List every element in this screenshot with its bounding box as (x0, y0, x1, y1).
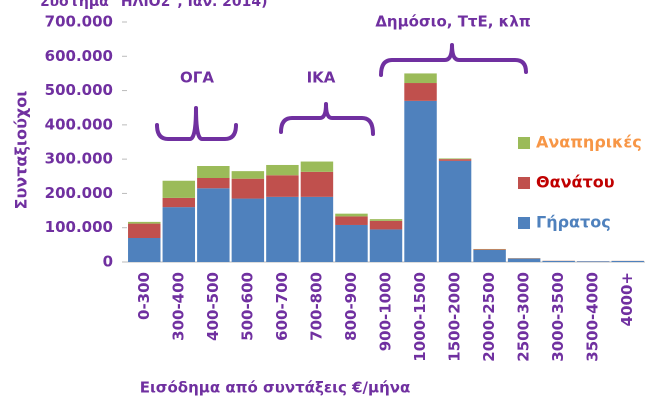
x-tick-label: 900-1000 (377, 272, 395, 351)
bar-segment (370, 221, 402, 230)
bar-segment (163, 207, 195, 262)
legend-swatch (518, 217, 530, 229)
x-tick-label: 2000-2500 (480, 272, 498, 362)
bar-segment (197, 188, 229, 262)
bar-segment (232, 171, 264, 179)
y-tick-label: 0 (103, 253, 113, 271)
annotation: Δημόσιο, ΤτΕ, κλπ (375, 13, 530, 31)
y-tick-label: 100.000 (45, 218, 113, 236)
bar-segment (439, 159, 471, 161)
x-tick-label: 1000-1500 (411, 272, 429, 362)
brace (281, 104, 373, 134)
annotation: ΙΚΑ (307, 69, 336, 87)
annotation: ΟΓΑ (180, 69, 214, 87)
bar-segment (335, 225, 367, 262)
x-tick-label: 3000-3500 (549, 272, 567, 362)
x-tick-label: 600-700 (273, 272, 291, 341)
bar-segment (542, 261, 574, 262)
legend-label: Θανάτου (536, 173, 615, 192)
bar-segment (404, 73, 436, 83)
bar-segment (232, 199, 264, 262)
chart-title: Σύστημα "ΗΛΙΟΣ", Ιαν. 2014) (40, 0, 268, 10)
bar-segment (301, 162, 333, 172)
y-tick-label: 700.000 (45, 13, 113, 31)
x-tick-label: 400-500 (204, 272, 222, 341)
bar-segment (197, 166, 229, 178)
x-tick-label: 700-800 (307, 272, 325, 341)
bar-segment (404, 101, 436, 262)
bar-segment (301, 172, 333, 197)
legend-swatch (518, 177, 530, 189)
bar-segment (128, 222, 160, 224)
bar-segment (128, 238, 160, 262)
legend-label: Γήρατος (536, 213, 611, 232)
bar-segment (266, 165, 298, 175)
x-tick-label: 0-300 (135, 272, 153, 320)
bar-segment (612, 261, 644, 262)
bar-segment (473, 249, 505, 250)
bar-segment (266, 197, 298, 262)
x-tick-label: 500-600 (238, 272, 256, 341)
y-tick-label: 400.000 (45, 115, 113, 133)
bar-segment (163, 181, 195, 198)
x-tick-label: 4000+ (618, 272, 636, 326)
bar-segment (473, 250, 505, 262)
bar-segment (439, 158, 471, 159)
bar-segment (370, 229, 402, 262)
bar-segment (439, 161, 471, 262)
bar-segment (163, 198, 195, 207)
bar-segment (577, 261, 609, 262)
x-tick-label: 300-400 (169, 272, 187, 341)
bar-segment (232, 179, 264, 199)
y-tick-label: 300.000 (45, 150, 113, 168)
bar-segment (370, 219, 402, 221)
legend-swatch (518, 137, 530, 149)
brace (157, 108, 236, 139)
brace (381, 45, 526, 75)
bar-segment (335, 214, 367, 217)
y-tick-label: 600.000 (45, 47, 113, 65)
legend-label: Αναπηρικές (536, 133, 642, 152)
bar-segment (128, 224, 160, 238)
x-tick-label: 3500-4000 (584, 272, 602, 362)
x-axis-label: Εισόδημα από συντάξεις €/μήνα (140, 379, 411, 397)
x-tick-label: 1500-2000 (446, 272, 464, 362)
bar-segment (266, 175, 298, 197)
y-axis-label: Συνταξιούχοι (12, 91, 31, 210)
x-tick-label: 800-900 (342, 272, 360, 341)
y-tick-label: 500.000 (45, 81, 113, 99)
y-tick-label: 200.000 (45, 184, 113, 202)
bar-segment (301, 197, 333, 262)
bar-segment (404, 83, 436, 101)
bar-segment (508, 259, 540, 262)
x-tick-label: 2500-3000 (515, 272, 533, 362)
bar-segment (197, 178, 229, 188)
bar-segment (335, 216, 367, 225)
